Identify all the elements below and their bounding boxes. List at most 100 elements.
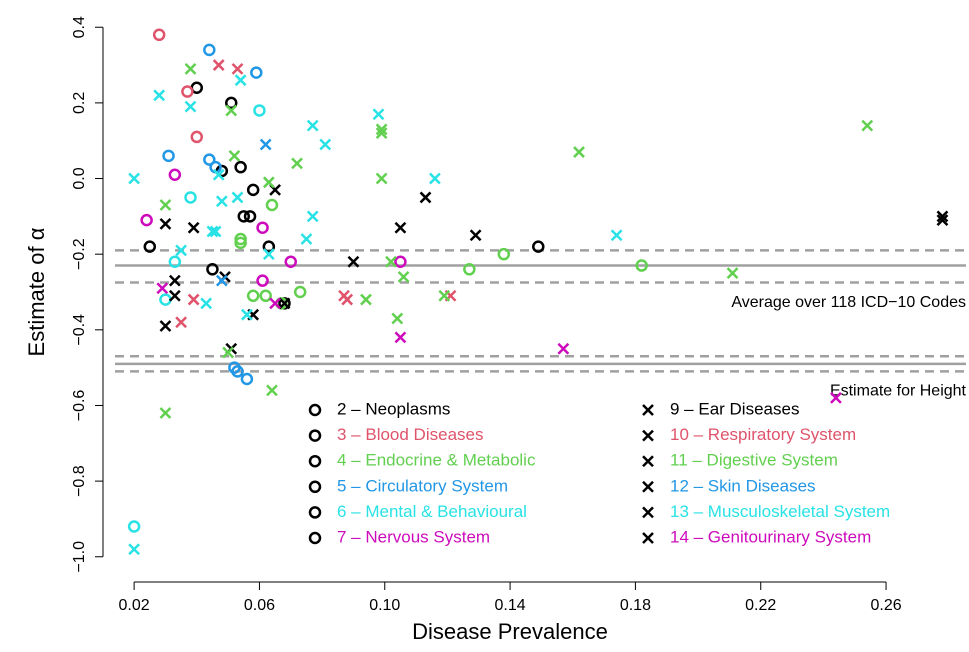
cross-stroke xyxy=(936,210,949,223)
point xyxy=(203,153,216,166)
cross-stroke xyxy=(206,225,219,238)
cross-stroke xyxy=(642,455,654,468)
cross-stroke xyxy=(159,199,172,211)
point xyxy=(394,255,407,268)
point xyxy=(306,119,319,132)
point xyxy=(243,210,257,223)
point xyxy=(234,236,247,250)
point xyxy=(375,172,388,185)
cross-stroke xyxy=(385,255,397,268)
cross-stroke xyxy=(222,346,234,359)
cross-stroke xyxy=(341,293,354,306)
point xyxy=(159,407,172,419)
point xyxy=(231,365,244,378)
point xyxy=(224,96,238,110)
cross-stroke xyxy=(168,289,181,302)
point xyxy=(128,543,140,556)
point xyxy=(175,244,187,257)
point xyxy=(234,74,247,87)
cross-stroke xyxy=(642,429,654,442)
cross-stroke xyxy=(175,244,187,257)
point xyxy=(347,255,360,268)
point xyxy=(262,176,275,189)
cross-stroke xyxy=(231,191,244,204)
cross-stroke xyxy=(372,108,385,121)
cross-stroke xyxy=(156,282,169,295)
point xyxy=(266,384,278,397)
x-axis-title: Disease Prevalence xyxy=(412,619,608,644)
point xyxy=(635,259,648,272)
legend-label: 11 – Digestive System xyxy=(670,451,838,470)
point xyxy=(284,255,298,268)
point xyxy=(438,289,451,302)
point xyxy=(861,119,874,132)
point xyxy=(419,191,432,204)
point xyxy=(610,229,623,242)
cross-stroke xyxy=(642,506,654,519)
point xyxy=(341,293,354,306)
point xyxy=(360,293,372,306)
point xyxy=(212,59,225,71)
point xyxy=(262,248,275,261)
point xyxy=(241,308,253,321)
cross-stroke xyxy=(209,225,222,238)
cross-stroke xyxy=(231,62,244,75)
point xyxy=(262,240,276,253)
legend-label: 12 – Skin Diseases xyxy=(670,476,816,495)
cross-stroke xyxy=(610,229,623,242)
cross-stroke xyxy=(128,543,140,556)
cross-stroke xyxy=(168,274,181,287)
legend-label: 13 – Musculoskeletal System xyxy=(670,502,890,521)
cross-stroke xyxy=(212,168,225,181)
point xyxy=(532,240,545,253)
point xyxy=(319,138,332,151)
point xyxy=(168,168,182,181)
legend-marker xyxy=(308,531,322,545)
cross-stroke xyxy=(642,404,654,416)
cross-stroke xyxy=(159,320,172,332)
cross-stroke xyxy=(241,308,253,321)
point xyxy=(463,263,476,276)
legend-marker xyxy=(642,506,654,519)
point xyxy=(209,225,222,238)
point xyxy=(397,270,410,283)
point xyxy=(228,149,241,162)
point xyxy=(203,43,216,57)
cross-stroke xyxy=(726,267,739,279)
point xyxy=(215,195,228,208)
cross-stroke xyxy=(262,248,275,261)
y-tick-label: −0.4 xyxy=(71,314,88,346)
cross-stroke xyxy=(438,289,451,302)
point xyxy=(152,28,166,42)
point xyxy=(278,297,291,310)
point xyxy=(259,289,272,303)
legend-label: 14 – Genitourinary System xyxy=(670,527,871,546)
point xyxy=(234,232,247,246)
cross-stroke xyxy=(347,255,360,268)
point xyxy=(394,221,407,234)
point xyxy=(159,320,172,332)
cross-stroke xyxy=(234,74,247,87)
cross-stroke xyxy=(184,62,197,75)
legend-marker xyxy=(642,532,654,544)
point xyxy=(259,138,272,151)
point xyxy=(269,297,281,310)
cross-stroke xyxy=(642,532,654,544)
point xyxy=(240,372,254,386)
y-tick-label: 0.4 xyxy=(71,16,88,38)
point xyxy=(212,168,225,181)
point xyxy=(375,123,388,136)
legend-label: 9 – Ear Diseases xyxy=(670,399,799,418)
point xyxy=(187,221,200,234)
cross-stroke xyxy=(375,123,388,136)
cross-stroke xyxy=(306,119,319,132)
y-tick-label: −0.8 xyxy=(71,465,88,497)
cross-stroke xyxy=(187,293,200,306)
cross-stroke xyxy=(360,293,372,306)
legend-label: 4 – Endocrine & Metabolic xyxy=(337,451,536,470)
x-tick-label: 0.18 xyxy=(620,597,651,614)
point xyxy=(200,297,213,310)
cross-stroke xyxy=(269,183,281,196)
cross-stroke xyxy=(375,127,388,140)
point xyxy=(175,316,187,329)
